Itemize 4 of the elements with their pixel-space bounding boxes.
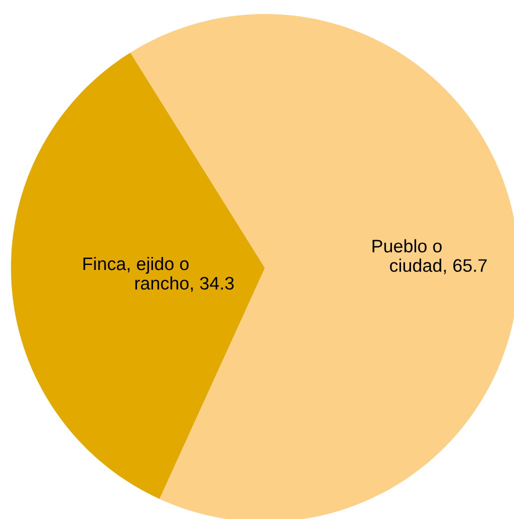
slice-label: Finca, ejido o rancho — [83, 256, 189, 290]
slice-label: Pueblo o ciudad — [372, 239, 442, 272]
data-label: , 34.3 — [190, 276, 234, 292]
data-label: , 65.7 — [444, 259, 487, 274]
